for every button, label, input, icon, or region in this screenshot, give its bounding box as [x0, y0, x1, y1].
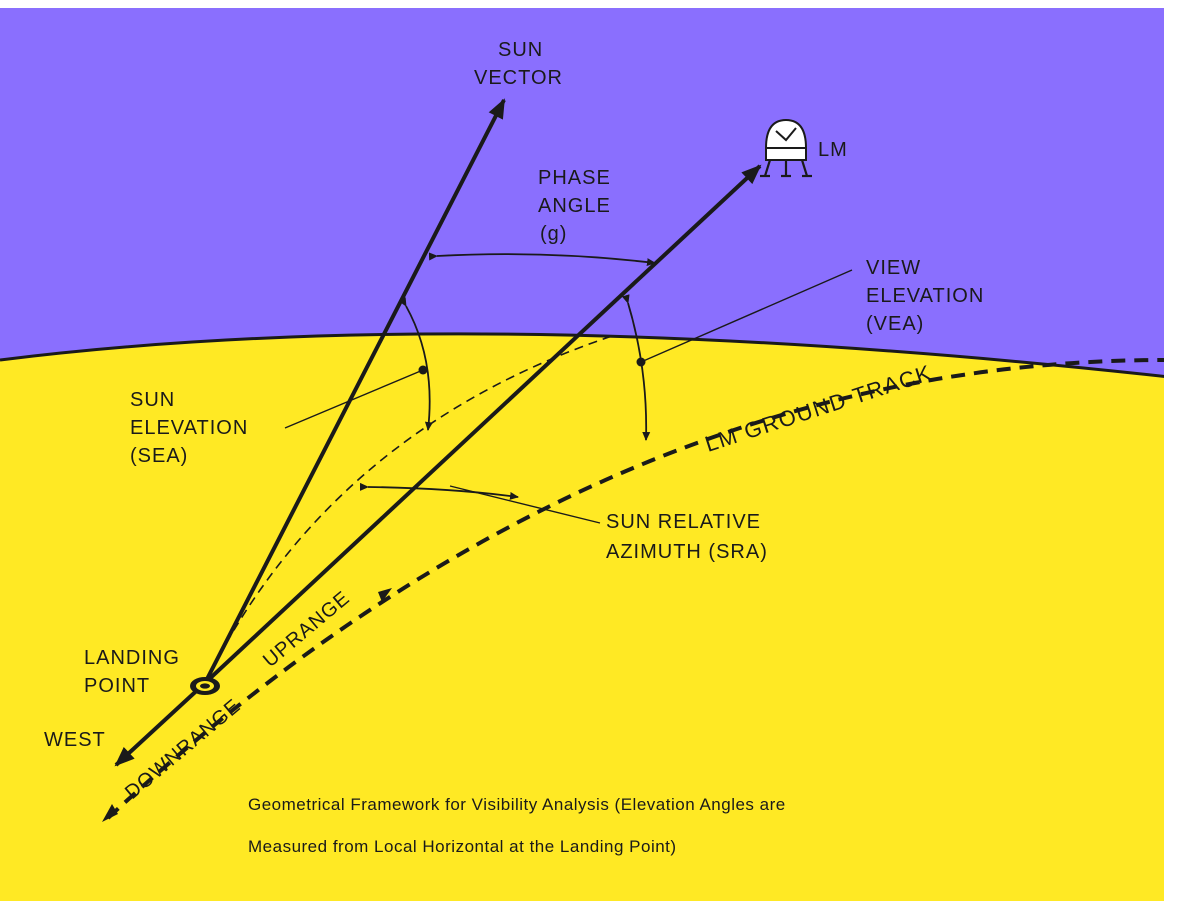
- west-label: WEST: [44, 729, 106, 751]
- phase-angle-label-line2: ANGLE: [538, 195, 611, 217]
- right-border: [1164, 0, 1178, 901]
- lm-ground-track-line: [106, 358, 1165, 820]
- sun-elevation-arc: [398, 297, 433, 431]
- view-elevation-label-line3: (VEA): [866, 313, 924, 335]
- phase-angle-label-line3: (g): [540, 223, 567, 245]
- view-elevation-leader: [640, 269, 853, 363]
- sun-vector-label-line2: VECTOR: [474, 67, 563, 89]
- lunar-surface-region: [0, 333, 1178, 901]
- landing-point-label-line2: POINT: [84, 675, 150, 697]
- lunar-module-icon: [760, 118, 812, 178]
- view-elevation-arc: [621, 294, 651, 441]
- caption-line2: Measured from Local Horizontal at the La…: [248, 837, 677, 856]
- sun-elevation-label-line1: SUN: [130, 389, 175, 411]
- sun-elevation-leader: [284, 369, 424, 429]
- downrange-arrowhead: [102, 804, 118, 822]
- landing-point-label-line1: LANDING: [84, 647, 180, 669]
- view-elevation-label-line2: ELEVATION: [866, 285, 984, 307]
- lm-label: LM: [818, 139, 848, 161]
- sun-elevation-label-line2: ELEVATION: [130, 417, 248, 439]
- sun-relative-azimuth-label-line1: SUN RELATIVE: [606, 511, 761, 533]
- lm-line-of-sight: [203, 164, 762, 685]
- sun-elevation-label-line3: (SEA): [130, 445, 188, 467]
- sun-vector-line: [203, 98, 506, 684]
- sun-relative-azimuth-label-line2: AZIMUTH (SRA): [606, 541, 768, 563]
- horizon-line: [0, 332, 1178, 380]
- landing-point-marker: [190, 677, 220, 695]
- view-elevation-label-line1: VIEW: [866, 257, 921, 279]
- uprange-arrowhead: [378, 588, 392, 602]
- sun-azimuth-projection-line: [204, 334, 616, 684]
- caption-line1: Geometrical Framework for Visibility Ana…: [248, 795, 786, 814]
- sun-vector-label-line1: SUN: [498, 39, 543, 61]
- west-direction-line: [114, 681, 207, 767]
- sun-relative-azimuth-arc: [359, 482, 519, 500]
- sun-relative-azimuth-leader: [449, 485, 601, 524]
- phase-angle-arc: [428, 252, 656, 267]
- phase-angle-label-line1: PHASE: [538, 167, 611, 189]
